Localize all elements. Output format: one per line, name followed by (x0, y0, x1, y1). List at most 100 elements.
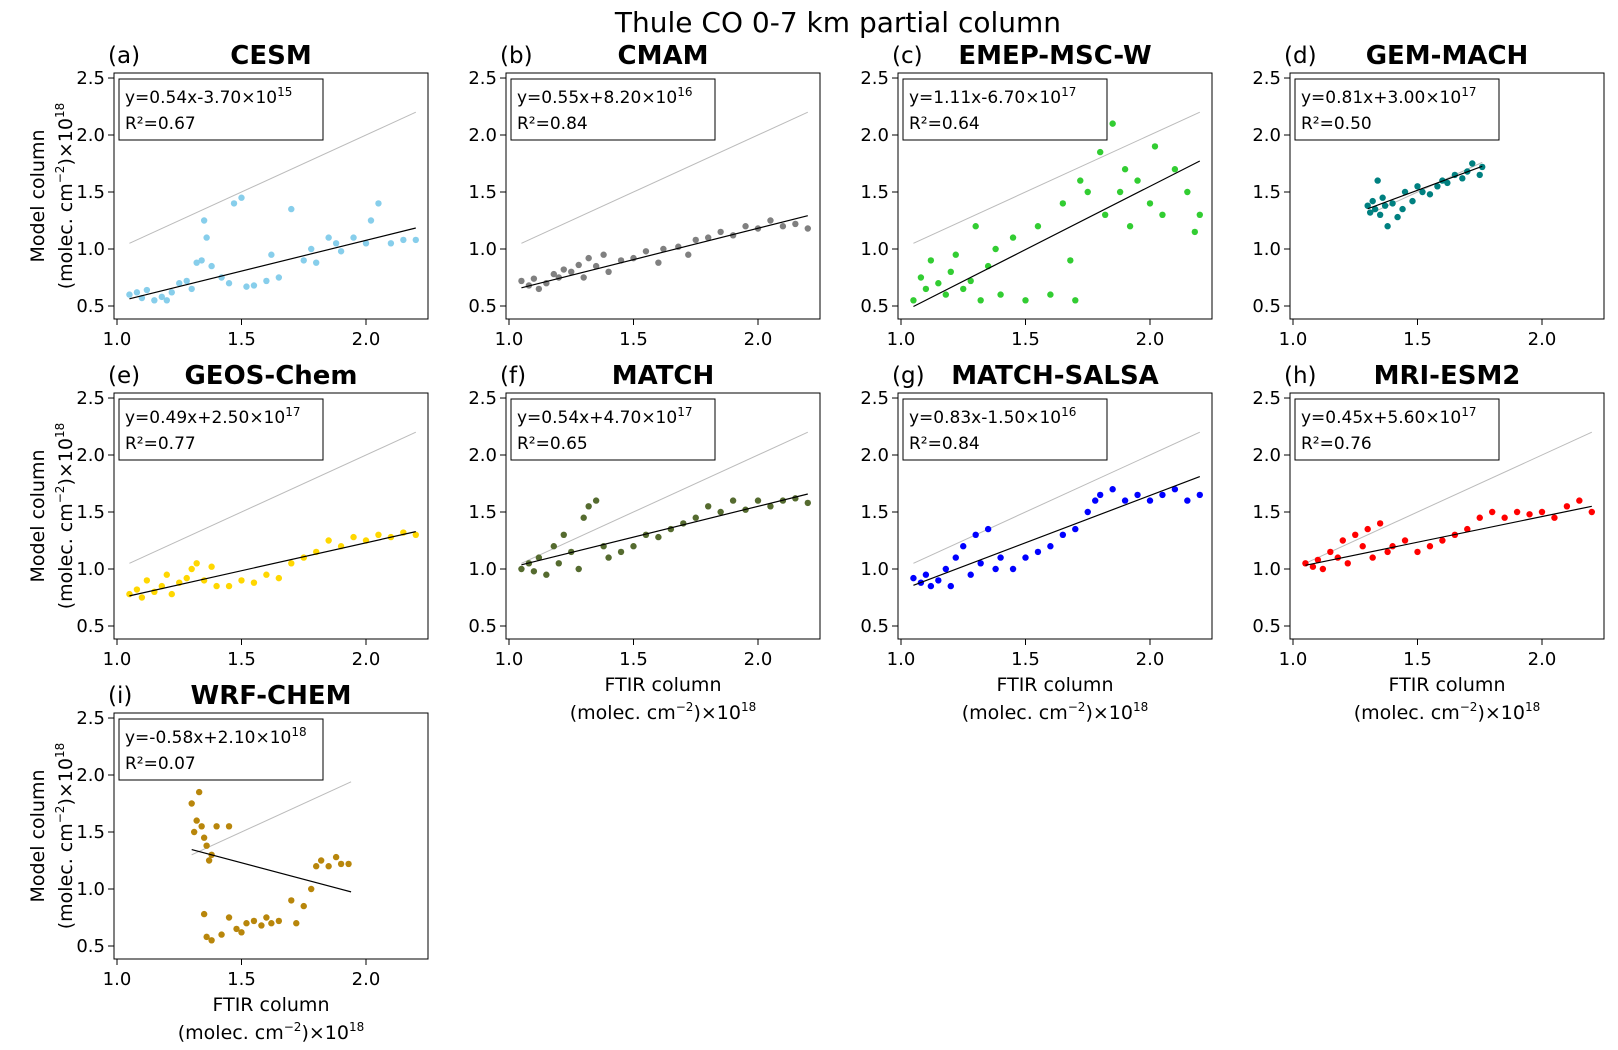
annotation-box (1294, 78, 1500, 141)
data-point (350, 533, 357, 541)
data-point (375, 531, 382, 539)
x-axis-label: FTIR column (molec. cm−2)×1018 (962, 674, 1149, 724)
y-tick-label: 2.0 (1252, 125, 1281, 146)
data-point (263, 914, 270, 921)
data-point (250, 282, 258, 289)
annotation-box (510, 398, 716, 461)
data-point (1302, 560, 1309, 567)
data-point (1022, 554, 1029, 561)
y-tick-label: 2.0 (860, 125, 889, 146)
data-point (1488, 508, 1496, 516)
data-point (332, 853, 340, 861)
data-point (1084, 188, 1091, 196)
x-tick-label: 2.0 (352, 969, 381, 990)
data-point (1374, 177, 1381, 184)
data-point (308, 885, 315, 893)
data-point (655, 259, 662, 266)
annotation-box (510, 78, 716, 141)
data-point (1439, 537, 1446, 544)
data-point (337, 860, 345, 868)
x-tick-label: 1.0 (1279, 649, 1308, 670)
data-point (208, 563, 215, 570)
equation-text: y=0.55x+8.20×1016 (517, 85, 692, 108)
data-point (1009, 565, 1017, 573)
y-tick-label: 2.0 (76, 445, 105, 466)
x-tick-label: 1.5 (227, 649, 256, 670)
regression-annotation: y=0.49x+2.50×1017 R²=0.77 (118, 398, 324, 461)
equation-text: y=1.11x-6.70×1017 (909, 85, 1076, 108)
data-point (1134, 491, 1141, 499)
data-point (263, 571, 270, 578)
equation-exponent: 16 (1061, 405, 1076, 419)
data-point (225, 823, 233, 830)
y-tick-label: 2.5 (468, 68, 497, 89)
r-squared-text: R²=0.84 (517, 114, 588, 134)
data-point (1401, 188, 1409, 196)
data-point (133, 289, 141, 296)
data-point (350, 234, 357, 241)
equation-text: y=0.54x+4.70×1017 (517, 405, 692, 428)
data-point (225, 280, 233, 287)
data-point (1184, 188, 1191, 196)
equation-main: y=0.49x+2.50×10 (125, 408, 285, 428)
data-point (188, 285, 195, 293)
y-tick-label: 1.0 (860, 239, 889, 260)
x-axis-label-units-mult: )×10 (301, 1022, 349, 1044)
data-point (947, 268, 954, 276)
equation-main: y=0.45x+5.60×10 (1301, 408, 1461, 428)
data-point (1419, 188, 1426, 196)
data-point (947, 582, 954, 590)
x-axis-label: FTIR column (molec. cm−2)×1018 (570, 674, 757, 724)
data-point (1092, 497, 1099, 504)
one-to-one-line (913, 431, 1201, 564)
equation-exponent: 16 (677, 85, 692, 99)
r-squared-text: R²=0.67 (125, 114, 196, 134)
annotation-box (118, 398, 324, 461)
panel-label: (i) (108, 683, 132, 709)
panel-mri-esm2: (h) MRI-ESM2 1.0 1.5 2.0 0.5 1.0 1.5 2.0 2.5 y=0.4… (1252, 361, 1605, 724)
y-axis-label-units-mult: )×10 (55, 758, 77, 806)
data-point (258, 922, 265, 929)
data-point (1476, 514, 1483, 521)
data-point (1414, 548, 1421, 556)
data-point (205, 857, 213, 864)
x-axis-label-line2: (molec. cm−2)×1018 (1354, 700, 1541, 724)
regression-line (1367, 165, 1483, 210)
data-point (1109, 486, 1116, 493)
data-point (230, 200, 238, 207)
panel-emep-msc-w: (c) EMEP-MSC-W 1.0 1.5 2.0 0.5 1.0 1.5 2.0 2.5 y=1… (860, 41, 1213, 350)
data-point (535, 554, 543, 561)
axes-frame (1289, 72, 1605, 320)
data-point (1146, 200, 1154, 207)
data-point (198, 257, 205, 264)
data-point (188, 800, 195, 807)
data-point (268, 920, 275, 927)
data-point (208, 262, 215, 270)
y-tick-label: 1.0 (468, 239, 497, 260)
data-point (1121, 166, 1129, 173)
x-tick-label: 2.0 (744, 649, 773, 670)
data-point (1034, 223, 1042, 230)
data-point (518, 277, 525, 285)
data-point (163, 571, 170, 578)
r-squared-text: R²=0.76 (1301, 434, 1372, 454)
x-tick-label: 2.0 (1528, 649, 1557, 670)
annotation-box (1294, 398, 1500, 461)
y-axis-label-units-exp: −2 (53, 806, 67, 824)
data-point (1101, 211, 1109, 219)
data-point (387, 240, 395, 247)
data-point (367, 217, 375, 224)
data-point (1563, 503, 1571, 510)
data-point (1344, 560, 1351, 567)
panel-label: (h) (1284, 363, 1317, 389)
data-point (238, 929, 245, 936)
data-point (1389, 543, 1396, 550)
data-point (580, 274, 587, 281)
y-axis-label-line1: Model column (27, 769, 49, 902)
x-tick-label: 2.0 (1136, 329, 1165, 350)
panel-title: MATCH-SALSA (951, 361, 1159, 391)
x-axis-label-units-exp: −2 (676, 700, 694, 714)
data-point (1434, 183, 1441, 190)
x-axis-label-line1: FTIR column (605, 674, 722, 696)
equation-exponent: 17 (285, 405, 300, 419)
